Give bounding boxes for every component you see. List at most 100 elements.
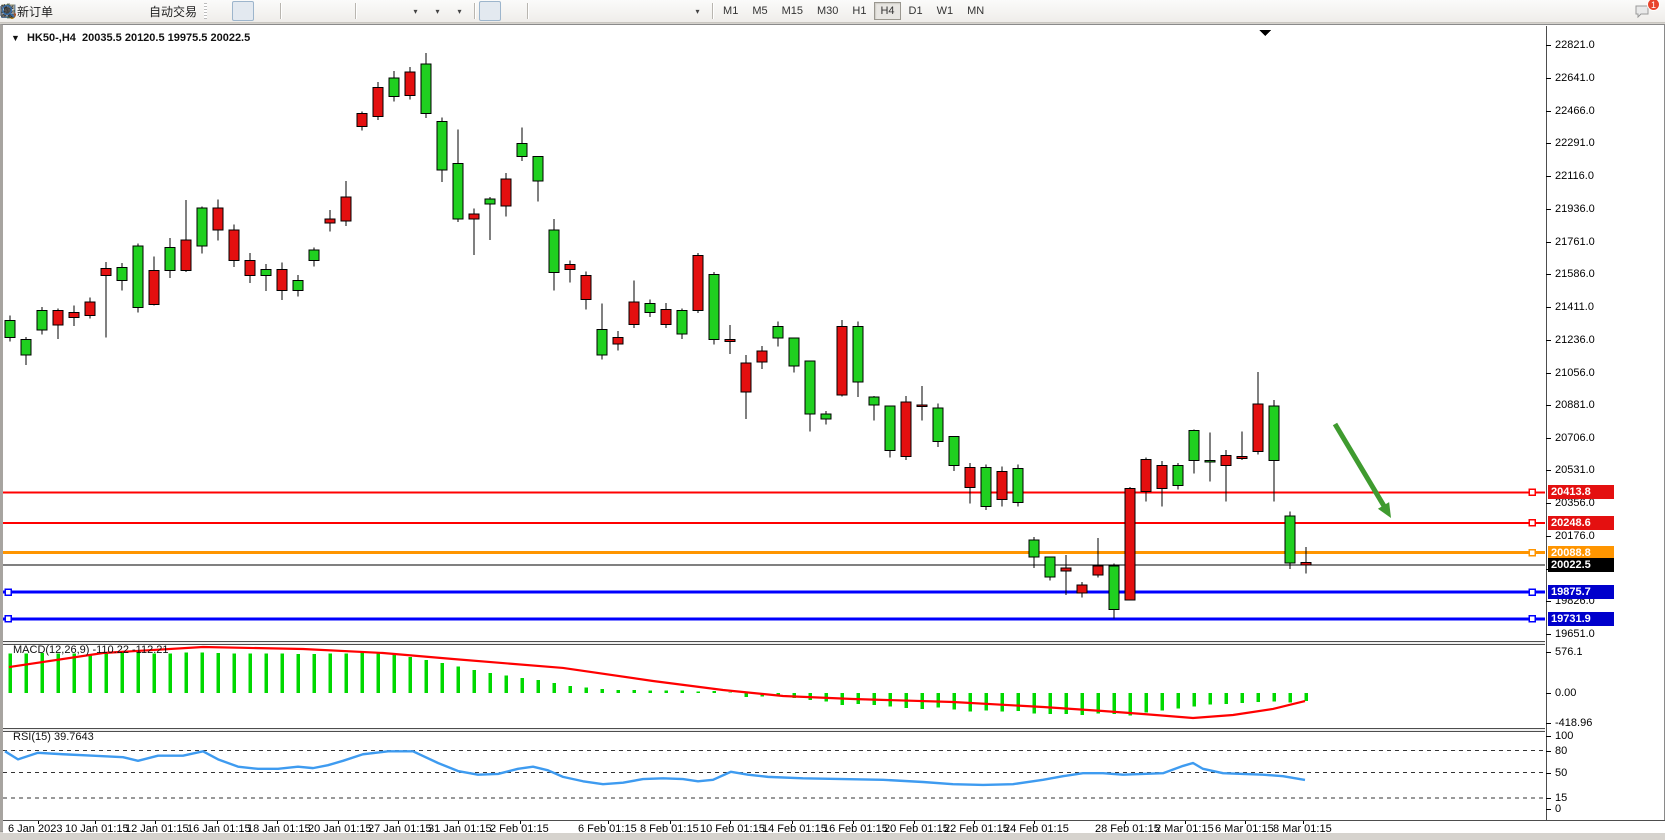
macd-panel[interactable] xyxy=(3,642,1546,728)
axis-tick-mark xyxy=(1546,750,1551,752)
price-tick-label: 21056.0 xyxy=(1555,366,1595,379)
search-icon xyxy=(1,4,15,18)
horizontal-line-tool-button[interactable] xyxy=(1,1,576,21)
price-tick-label: 21236.0 xyxy=(1555,333,1595,346)
price-tick-label: 22116.0 xyxy=(1555,169,1594,182)
toolbar: 新订单 自动交易 xyxy=(0,0,1665,23)
axis-tick-mark xyxy=(1546,736,1551,737)
axis-tick-mark xyxy=(1546,143,1551,145)
panel-divider-macd[interactable] xyxy=(3,641,1545,645)
svg-text:A: A xyxy=(4,4,12,18)
vertical-line-tool-button[interactable] xyxy=(7,1,554,21)
bar-chart-mode-button[interactable] xyxy=(2,1,232,21)
zoom-in-button[interactable] xyxy=(1,1,307,21)
arrows-tool-button[interactable]: ▾ xyxy=(2,1,708,21)
chart-shift-button[interactable] xyxy=(1,1,404,21)
rsi-panel[interactable] xyxy=(3,729,1546,818)
time-tick-mark xyxy=(730,821,731,824)
main-price-panel[interactable] xyxy=(3,27,1546,641)
svg-text:T: T xyxy=(5,7,11,17)
rsi-tick-label: 0 xyxy=(1555,803,1562,815)
axis-tick-mark xyxy=(1546,339,1551,341)
trendline-tool-button[interactable] xyxy=(1,1,598,21)
price-tick-label: 20356.0 xyxy=(1555,497,1595,509)
toolbar-separator xyxy=(527,3,529,19)
autotrading-button[interactable]: 自动交易 xyxy=(0,1,201,21)
notification-badge: 1 xyxy=(1647,0,1660,11)
toolbar-separator xyxy=(712,3,714,19)
time-tick-label: 6 Mar 01:15 xyxy=(1215,823,1274,835)
auto-scroll-button[interactable] xyxy=(1,1,382,21)
templates-button[interactable]: ▾ xyxy=(1,1,470,21)
one-click-trading-caret-icon[interactable]: ▼ xyxy=(11,33,20,43)
timeframe-mn-button[interactable]: MN xyxy=(967,5,985,17)
fibonacci-tool-button[interactable]: F xyxy=(1,1,642,21)
text-tool-button[interactable]: A xyxy=(4,1,664,21)
time-tick-mark xyxy=(1245,821,1246,824)
axis-tick-mark xyxy=(1546,693,1551,694)
macd-tick-label: -418.96 xyxy=(1555,717,1593,730)
time-tick-label: 10 Jan 01:15 xyxy=(65,823,129,835)
data-window-button[interactable] xyxy=(1,1,101,21)
hline-price-flag: 20088.8 xyxy=(1548,545,1614,560)
timeframe-m5-button[interactable]: M5 xyxy=(752,5,768,17)
time-tick-label: 22 Feb 01:15 xyxy=(944,823,1009,835)
macd-indicator-label: MACD(12,26,9) -110.22 -112.21 xyxy=(13,644,169,656)
axis-tick-mark xyxy=(1546,798,1551,800)
toolbar-grip[interactable] xyxy=(204,3,208,19)
cursor-tool-button[interactable] xyxy=(4,1,502,21)
notifications-button[interactable]: 1 xyxy=(1633,0,1660,21)
timeframe-w1-button[interactable]: W1 xyxy=(936,5,954,17)
axis-tick-mark xyxy=(1546,772,1551,774)
dropdown-caret-icon: ▾ xyxy=(695,6,700,16)
time-tick-label: 14 Feb 01:15 xyxy=(762,823,827,835)
time-tick-mark xyxy=(608,821,609,824)
time-tick-mark xyxy=(974,821,975,824)
search-button[interactable] xyxy=(1,1,1633,21)
timeframe-h4-button[interactable]: H4 xyxy=(874,2,901,20)
crosshair-tool-button[interactable] xyxy=(1,1,523,21)
symbol-name: HK50-,H4 xyxy=(26,32,76,44)
tile-windows-button[interactable] xyxy=(1,1,351,21)
time-tick-label: 2 Mar 01:15 xyxy=(1155,823,1214,835)
hline-price-flag: 19731.9 xyxy=(1548,611,1614,626)
window-bottom-strip xyxy=(0,833,1665,840)
indicators-button[interactable]: ▾ xyxy=(1,1,426,21)
market-watch-button[interactable] xyxy=(1,1,79,21)
axis-tick-mark xyxy=(1546,634,1551,635)
channel-tool-button[interactable]: E xyxy=(0,1,620,21)
timeframe-m30-button[interactable]: M30 xyxy=(817,5,839,17)
axis-tick-mark xyxy=(1546,503,1551,504)
line-chart-mode-button[interactable] xyxy=(1,1,276,21)
time-tick-mark xyxy=(338,821,339,824)
hline-price-flag: 20413.8 xyxy=(1548,485,1614,500)
dropdown-caret-icon: ▾ xyxy=(413,6,418,16)
price-tick-label: 22821.0 xyxy=(1555,39,1595,51)
panel-divider-rsi[interactable] xyxy=(3,728,1545,732)
time-tick-label: 8 Mar 01:15 xyxy=(1273,823,1332,835)
timeframe-m15-button[interactable]: M15 xyxy=(781,5,803,17)
price-tick-label: 19651.0 xyxy=(1555,628,1595,640)
zoom-out-button[interactable] xyxy=(1,1,329,21)
time-tick-mark xyxy=(398,821,399,824)
time-tick-label: 12 Jan 01:15 xyxy=(125,823,189,835)
periods-button[interactable]: ▾ xyxy=(1,1,448,21)
chart-window[interactable]: ▼ HK50-,H4 20035.5 20120.5 19975.5 20022… xyxy=(0,24,1665,835)
signals-button[interactable] xyxy=(1,1,123,21)
axis-tick-mark xyxy=(1546,809,1551,810)
time-axis[interactable]: 6 Jan 2023 10 Jan 01:15 12 Jan 01:15 16 Jan… xyxy=(3,820,1665,835)
text-icon: A xyxy=(4,4,12,18)
time-tick-mark xyxy=(1303,821,1304,824)
new-order-button[interactable]: 新订单 xyxy=(1,1,57,21)
label-tool-button[interactable]: T xyxy=(1,1,686,21)
community-button[interactable] xyxy=(0,1,145,21)
candlestick-mode-button[interactable] xyxy=(2,1,255,21)
time-tick-mark xyxy=(792,821,793,824)
axis-tick-mark xyxy=(1546,536,1551,538)
timeframe-m1-button[interactable]: M1 xyxy=(723,5,739,17)
time-tick-label: 6 Feb 01:15 xyxy=(578,823,637,835)
time-tick-mark xyxy=(914,821,915,824)
timeframe-d1-button[interactable]: D1 xyxy=(908,5,923,17)
time-tick-label: 28 Feb 01:15 xyxy=(1095,823,1160,835)
timeframe-h1-button[interactable]: H1 xyxy=(852,5,867,17)
